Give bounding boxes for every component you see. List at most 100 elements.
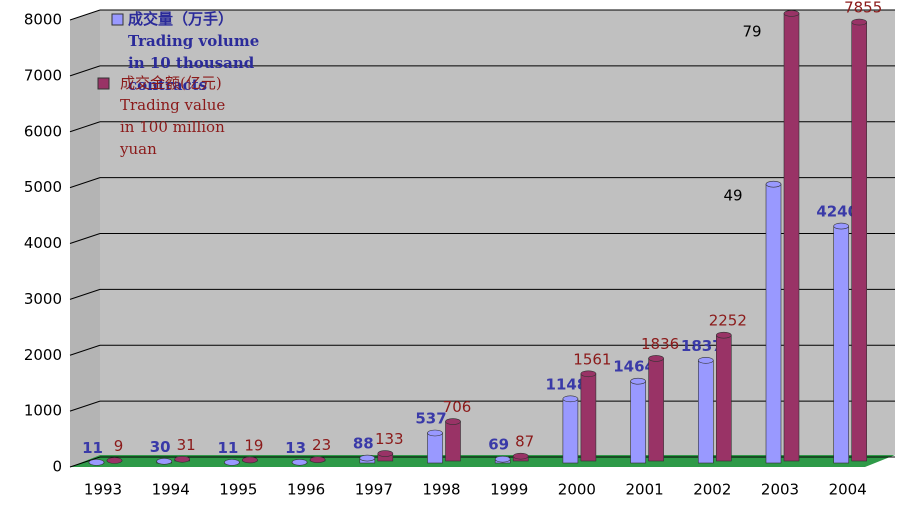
- bar-body: [851, 21, 868, 462]
- bar: [765, 180, 782, 464]
- x-tick-label: 1996: [287, 481, 325, 499]
- bar-top: [242, 456, 258, 464]
- bar-top: [224, 459, 240, 466]
- bar-top: [309, 456, 326, 464]
- bar-top: [494, 455, 511, 463]
- x-tick-label: 2001: [626, 481, 664, 499]
- bar-body: [783, 13, 800, 462]
- y-tick-label: 8000: [24, 11, 62, 29]
- x-tick-label: 1997: [355, 481, 393, 499]
- bar: [512, 452, 529, 462]
- bar: [309, 456, 326, 464]
- x-tick-label: 2000: [558, 481, 596, 499]
- bar-top: [648, 355, 664, 362]
- data-label: 30: [150, 438, 171, 456]
- bar-body: [580, 373, 597, 462]
- bar: [580, 370, 597, 462]
- bar-top: [359, 454, 376, 462]
- bar: [715, 331, 732, 462]
- y-tick-label: 6000: [24, 122, 62, 140]
- grid-line: [69, 177, 101, 189]
- x-tick-label: 2002: [693, 481, 731, 499]
- bar: [106, 457, 123, 464]
- x-tick-label: 1999: [490, 481, 528, 499]
- legend-label: 成交量（万手） Trading volume in 10 thousand contr…: [128, 10, 259, 94]
- data-label: 1561: [573, 350, 611, 368]
- bar-top: [88, 459, 105, 466]
- y-tick-label: 1000: [24, 402, 62, 420]
- bar-top: [156, 458, 172, 465]
- data-label: 1148: [546, 375, 588, 393]
- bar-top: [765, 180, 782, 188]
- bar-body: [715, 334, 732, 462]
- data-label: 7855: [844, 0, 882, 17]
- bar: [224, 459, 240, 466]
- bar-top: [512, 452, 529, 460]
- bar: [242, 456, 258, 464]
- data-label: 537: [415, 409, 446, 427]
- bar: [359, 454, 376, 464]
- bar-body: [445, 421, 461, 462]
- bar-top: [783, 10, 800, 17]
- data-label: 1464: [613, 358, 655, 376]
- bar: [445, 418, 461, 462]
- bar: [291, 458, 308, 466]
- bar-top: [833, 222, 850, 230]
- bar: [648, 355, 664, 462]
- x-tick-label: 2004: [829, 481, 867, 499]
- bar: [562, 395, 579, 464]
- bar: [630, 377, 646, 464]
- bar: [174, 455, 190, 463]
- bar: [156, 458, 172, 465]
- y-tick-label: 5000: [24, 178, 62, 196]
- grid-line: [69, 288, 101, 300]
- data-label: 1837: [681, 337, 723, 355]
- bar-top: [715, 331, 732, 339]
- data-label: 706: [443, 398, 472, 416]
- bar: [783, 10, 800, 462]
- data-label: 23: [312, 436, 331, 454]
- y-tick-label: 3000: [24, 290, 62, 308]
- bar-top: [851, 18, 868, 26]
- grid-line: [69, 344, 101, 356]
- bar-top: [445, 418, 461, 425]
- bar-body: [833, 225, 850, 464]
- grid-line: [69, 456, 101, 468]
- floor: [70, 455, 895, 467]
- y-tick-label: 2000: [24, 346, 62, 364]
- grid-line: [69, 9, 101, 21]
- bar-top: [630, 377, 646, 385]
- data-label: 19: [244, 436, 263, 454]
- bar-top: [377, 450, 394, 457]
- bar: [697, 357, 714, 464]
- bar-top: [106, 457, 123, 464]
- bar-top: [174, 455, 190, 463]
- bar-body: [427, 432, 443, 464]
- legend-swatch: [111, 13, 124, 26]
- bar: [833, 222, 850, 464]
- x-tick-label: 1994: [152, 481, 190, 499]
- data-label: 13: [285, 439, 306, 457]
- y-tick-label: 0: [52, 458, 62, 476]
- data-label: 87: [515, 433, 534, 451]
- data-label: 88: [353, 435, 374, 453]
- legend: 成交量（万手） Trading volume in 10 thousand contr…: [97, 10, 259, 158]
- bar: [494, 455, 511, 464]
- data-label: 11: [82, 439, 103, 457]
- annotation: 49: [723, 187, 742, 205]
- y-tick-label: 7000: [24, 66, 62, 84]
- bar-body: [648, 358, 664, 462]
- bar-top: [562, 395, 579, 403]
- legend-label: 成交金额(亿元) Trading value in 100 million yuan: [119, 74, 225, 158]
- data-label: 9: [114, 437, 124, 455]
- bar-body: [630, 380, 646, 464]
- data-label: 11: [217, 439, 238, 457]
- data-label: 1836: [641, 335, 679, 353]
- data-label: 2252: [709, 312, 747, 330]
- x-tick-label: 1998: [422, 481, 460, 499]
- grid-line: [69, 65, 101, 77]
- grid-line: [69, 121, 101, 133]
- data-label: 133: [375, 430, 404, 448]
- grid-line: [69, 233, 101, 244]
- bar-body: [562, 398, 579, 464]
